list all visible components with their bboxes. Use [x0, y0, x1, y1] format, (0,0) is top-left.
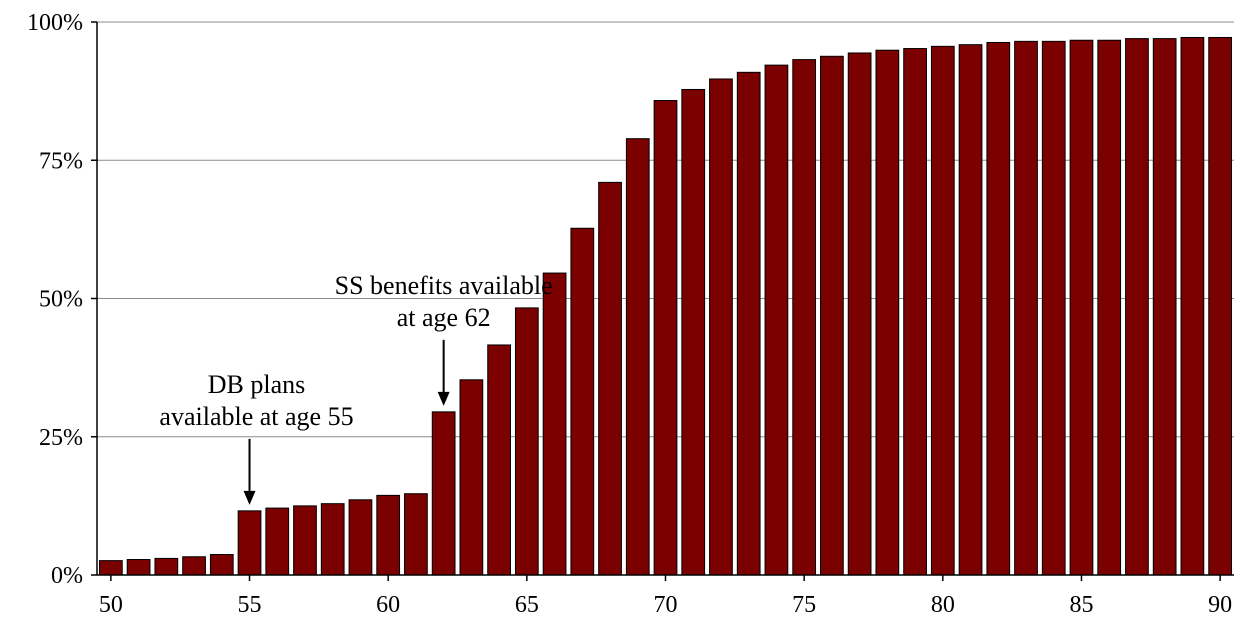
x-tick-label: 50 [99, 592, 123, 618]
bar-age-55 [237, 510, 262, 576]
annotation-text-line: available at age 55 [159, 402, 353, 431]
bar-age-87 [1125, 38, 1149, 576]
bar-age-51 [126, 559, 151, 576]
bar-age-60 [376, 494, 401, 576]
y-tick-label: 25% [39, 425, 83, 451]
bar-age-76 [820, 55, 844, 576]
bar-age-80 [930, 45, 955, 576]
x-tick-label: 65 [515, 592, 539, 618]
x-tick-label: 60 [376, 592, 400, 618]
x-tick-label: 85 [1069, 592, 1093, 618]
bar-age-82 [986, 41, 1011, 576]
bar-age-70 [653, 100, 678, 576]
y-tick-label: 75% [39, 148, 83, 174]
bar-age-57 [293, 505, 317, 576]
x-tick-label: 80 [931, 592, 955, 618]
bar-age-74 [764, 64, 789, 576]
y-tick-label: 0% [51, 563, 83, 589]
bar-age-78 [875, 49, 900, 576]
y-axis-tick-labels: 0% 25% 50% 75% 100% [27, 10, 83, 589]
axes [91, 21, 1234, 581]
x-tick-label: 75 [792, 592, 816, 618]
x-tick-label: 90 [1208, 592, 1232, 618]
annotation-arrowhead [437, 391, 450, 406]
annotation-1: DB plans available at age 55 [159, 370, 354, 505]
bar-age-71 [681, 88, 706, 576]
bar-age-56 [265, 507, 290, 576]
bar-age-83 [1014, 40, 1038, 576]
y-tick-label: 50% [39, 287, 83, 313]
bar-age-77 [847, 52, 872, 576]
bar-age-53 [182, 556, 206, 576]
bar-age-66 [542, 272, 567, 576]
bar-age-61 [404, 493, 428, 576]
annotation-text-line: at age 62 [397, 303, 491, 332]
bar-age-89 [1180, 36, 1205, 576]
bar-age-72 [709, 78, 733, 576]
x-axis-tick-labels: 50 55 60 65 70 75 80 85 90 [99, 592, 1232, 618]
bar-age-59 [348, 499, 373, 576]
x-tick-label: 55 [238, 592, 262, 618]
bar-age-62 [431, 411, 456, 576]
bar-age-67 [570, 227, 595, 576]
bar-age-84 [1041, 40, 1066, 576]
bar-age-90 [1208, 36, 1233, 576]
bar-age-63 [459, 379, 484, 576]
bar-age-52 [154, 557, 179, 576]
bar-age-68 [598, 181, 622, 576]
bar-age-65 [514, 307, 539, 576]
bar-age-73 [736, 71, 761, 576]
bar-age-85 [1069, 39, 1094, 576]
bar-age-58 [320, 503, 345, 576]
bar-age-54 [209, 554, 234, 576]
bar-age-79 [903, 48, 927, 576]
annotation-text-line: DB plans [208, 370, 306, 399]
bar-age-86 [1097, 39, 1122, 576]
annotation-arrowhead [243, 490, 256, 505]
bar-age-50 [98, 560, 123, 576]
bar-age-88 [1152, 38, 1177, 576]
bar-age-64 [487, 344, 511, 576]
y-tick-label: 100% [27, 10, 83, 36]
annotation-text-line: SS benefits available [335, 271, 553, 300]
bar-age-75 [792, 59, 817, 576]
annotation-2: SS benefits available at age 62 [335, 271, 553, 406]
bar-age-69 [625, 138, 650, 576]
bar-series [98, 36, 1233, 576]
bar-age-81 [958, 44, 983, 576]
x-tick-label: 70 [654, 592, 678, 618]
